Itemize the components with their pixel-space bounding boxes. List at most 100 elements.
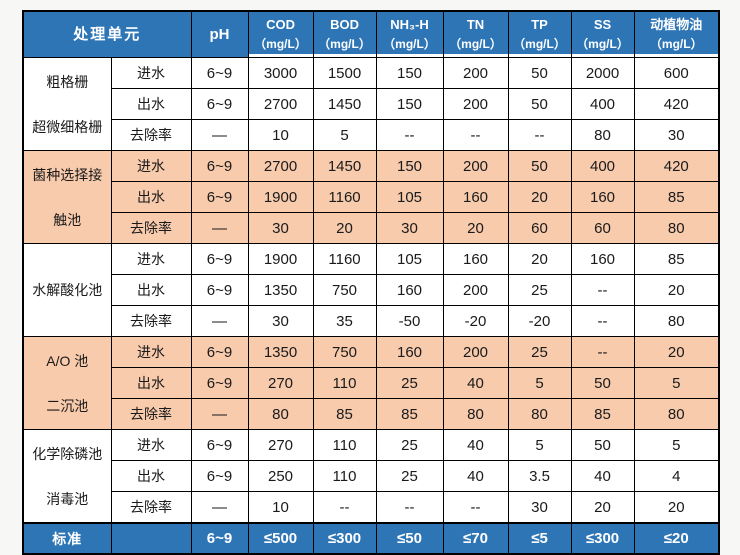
data-cell: 105 [375,243,444,275]
data-cell: 1900 [247,243,314,275]
flow-label-cell: 出水 [110,460,192,492]
data-cell: 80 [507,398,572,430]
data-cell: 20 [633,336,720,368]
data-cell: 160 [375,274,444,306]
ph-value-cell: 6~9 [190,150,249,182]
data-cell: 150 [375,150,444,182]
unit-name-line: A/O 池 [46,352,89,369]
flow-label-cell: 去除率 [110,305,192,337]
ph-value-cell: 6~9 [190,88,249,120]
data-cell: 80 [570,119,635,151]
table-row: 去除率 —30 35 -50 -20 -20 -- 80 [23,305,720,337]
flow-label-cell: 出水 [110,367,192,399]
data-cell: 400 [570,150,635,182]
data-cell: 80 [633,305,720,337]
ph-value-cell: — [190,398,249,430]
data-cell: 160 [570,181,635,213]
column-abbr: 动植物油 [650,17,703,33]
unit-name-line: 化学除磷池 [32,445,103,462]
data-cell: -- [570,305,635,337]
unit-name-cell: 化学除磷池 消毒池 [22,429,112,524]
column-abbr: NH₃-H [390,17,429,33]
flow-label-cell: 进水 [110,243,192,275]
data-cell: 30 [633,119,720,151]
data-cell: 1450 [312,88,377,120]
data-cell: 50 [570,367,635,399]
table-row: 出水 6~9 270 110 25 40 5 50 5 [23,367,720,399]
data-cell: 25 [375,429,444,461]
data-cell: 110 [312,429,377,461]
treatment-results-table: 处理单元 pH COD （mg/L） BOD （mg/L） NH₃-H （mg/… [22,10,721,555]
data-cell: 80 [633,212,720,244]
data-cell: 40 [442,367,509,399]
data-cell: 400 [570,88,635,120]
data-cell: 5 [633,429,720,461]
ph-value-cell: 6~9 [190,429,249,461]
data-cell: 200 [442,274,509,306]
standard-value: ≤70 [442,522,509,555]
data-cell: 160 [442,243,509,275]
data-cell: 5 [507,367,572,399]
standard-label: 标准 [22,522,112,555]
unit-name-line: 消毒池 [46,490,89,507]
table-footer: 标准 6~9 ≤500 ≤300 ≤50 ≤70 ≤5 ≤300 ≤20 [22,522,720,555]
data-cell: 200 [442,336,509,368]
data-cell: 4 [633,460,720,492]
column-header-ss: SS （mg/L） [570,10,635,58]
data-cell: 160 [442,181,509,213]
data-cell: 40 [570,460,635,492]
column-header-oil: 动植物油 （mg/L） [633,10,720,58]
data-cell: 1160 [312,181,377,213]
data-cell: 1450 [312,150,377,182]
data-cell: -50 [375,305,444,337]
data-cell: 20 [442,212,509,244]
data-cell: 50 [507,150,572,182]
data-cell: 35 [312,305,377,337]
ph-value-cell: 6~9 [190,181,249,213]
table-row: 去除率 —10 -- -- -- 30 20 20 [23,491,720,524]
data-cell: 20 [633,274,720,306]
table-row: 出水 6~9 1350 750 160 200 25 -- 20 [23,274,720,306]
data-cell: -- [442,119,509,151]
data-cell: 85 [570,398,635,430]
ph-value-cell: 6~9 [190,460,249,492]
data-cell: 30 [247,212,314,244]
standard-value: ≤500 [247,522,314,555]
column-header-nh3h: NH₃-H （mg/L） [375,10,444,58]
data-cell: 3.5 [507,460,572,492]
table-row: 化学除磷池 消毒池 进水 6~9 270 110 25 40 5 50 5 [22,429,720,524]
unit-name-line: 水解酸化池 [32,282,103,298]
data-cell: 1350 [247,336,314,368]
flow-label-cell: 去除率 [110,398,192,430]
column-header-tp: TP （mg/L） [507,10,572,58]
table-row: 去除率 —10 5 -- -- -- 80 30 [23,119,720,151]
data-cell: -- [375,491,444,524]
standard-value: ≤20 [633,522,720,555]
unit-name-cell: 水解酸化池 [22,243,112,337]
data-cell: 20 [507,243,572,275]
table-row: 出水 6~9 2700 1450 150 200 50 400 420 [23,88,720,120]
data-cell: -- [375,119,444,151]
column-unit: （mg/L） [318,37,371,52]
data-cell: 1900 [247,181,314,213]
table-row: 出水 6~9 1900 1160 105 160 20 160 85 [23,181,720,213]
data-cell: 80 [442,398,509,430]
data-cell: 160 [570,243,635,275]
data-cell: 420 [633,88,720,120]
flow-label-cell: 进水 [110,429,192,461]
data-cell: 85 [375,398,444,430]
column-unit: （mg/L） [254,37,307,52]
ph-value-cell: 6~9 [190,274,249,306]
data-cell: 20 [312,212,377,244]
unit-name-line: 触池 [53,211,82,228]
data-cell: 80 [633,398,720,430]
unit-name-line: 超微细格栅 [32,118,103,135]
data-cell: 750 [312,274,377,306]
data-cell: -- [312,491,377,524]
unit-name-cell: A/O 池二沉池 [22,336,112,430]
data-cell: 200 [442,88,509,120]
column-abbr: COD [266,17,295,33]
data-cell: 750 [312,336,377,368]
data-cell: 30 [507,491,572,524]
data-cell: 85 [312,398,377,430]
